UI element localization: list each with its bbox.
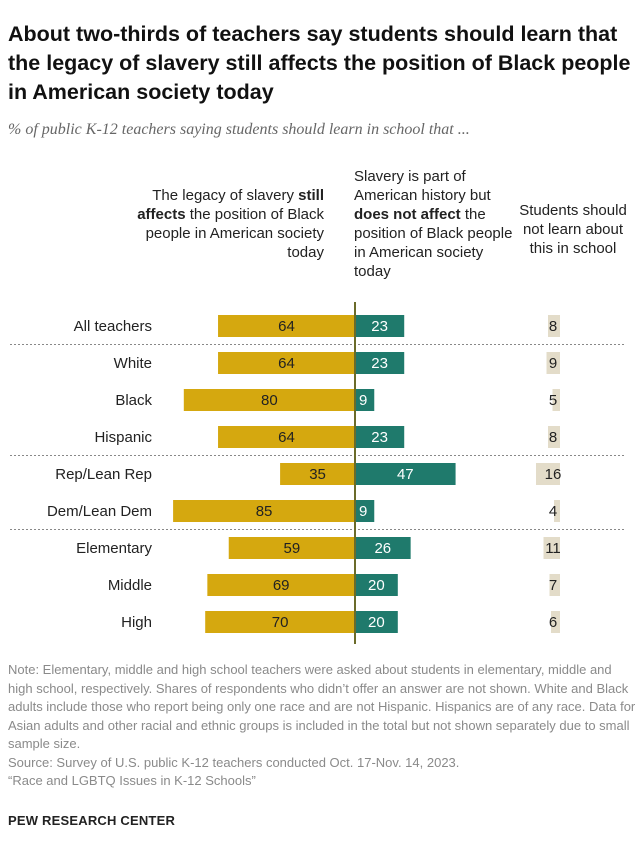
brand-logo-text: PEW RESEARCH CENTER — [8, 813, 176, 828]
bar-should-not-learn — [552, 389, 560, 411]
bar-does-not-affect — [355, 463, 456, 485]
value-label-does-not-affect: 23 — [371, 355, 388, 372]
category-label: Hispanic — [94, 429, 152, 446]
value-label-should-not-learn: 9 — [549, 355, 557, 372]
value-label-should-not-learn: 7 — [549, 577, 557, 594]
bar-still-affects — [173, 500, 355, 522]
legend-header-does-not-affect: Slavery is part of American history but … — [354, 167, 524, 281]
report-title: “Race and LGBTQ Issues in K-12 Schools” — [8, 773, 256, 788]
bar-should-not-learn — [548, 315, 560, 337]
value-label-does-not-affect: 26 — [374, 540, 391, 557]
category-label: Black — [115, 392, 152, 409]
category-label: Elementary — [76, 540, 152, 557]
legend-header-should-not-learn: Students should not learn about this in … — [519, 202, 627, 257]
category-label: Middle — [108, 577, 152, 594]
bar-does-not-affect — [355, 574, 398, 596]
value-label-should-not-learn: 6 — [549, 614, 557, 631]
value-label-should-not-learn: 5 — [549, 392, 557, 409]
bar-does-not-affect — [355, 352, 405, 374]
category-label: Rep/Lean Rep — [55, 466, 152, 483]
value-label-does-not-affect: 23 — [371, 318, 388, 335]
value-label-still-affects: 64 — [278, 429, 295, 446]
bar-should-not-learn — [543, 537, 560, 559]
value-label-still-affects: 69 — [273, 577, 290, 594]
value-label-does-not-affect: 9 — [359, 503, 367, 520]
bar-should-not-learn — [554, 500, 560, 522]
legend-header-bold: still affects — [137, 187, 324, 223]
bar-does-not-affect — [355, 611, 398, 633]
value-label-still-affects: 85 — [256, 503, 273, 520]
value-label-does-not-affect: 23 — [371, 429, 388, 446]
bar-still-affects — [280, 463, 355, 485]
legend-header-text: the position of Black people in American… — [145, 206, 324, 261]
bar-should-not-learn — [551, 611, 560, 633]
chart-title: About two-thirds of teachers say student… — [8, 22, 631, 104]
legend-header-text: Slavery is part of American history but — [354, 168, 491, 204]
value-label-does-not-affect: 9 — [359, 392, 367, 409]
value-label-does-not-affect: 20 — [368, 577, 385, 594]
source-text: Source: Survey of U.S. public K-12 teach… — [8, 754, 460, 770]
legend-header-still-affects: The legacy of slavery still affects the … — [120, 186, 324, 262]
bar-still-affects — [183, 389, 355, 411]
bar-should-not-learn — [536, 463, 560, 485]
bar-does-not-affect — [355, 389, 375, 411]
bar-does-not-affect — [355, 426, 405, 448]
bar-does-not-affect — [355, 315, 405, 337]
note-text: Note: Elementary, middle and high school… — [8, 662, 636, 751]
value-label-does-not-affect: 47 — [397, 466, 414, 483]
legend-header-text: The legacy of slavery — [152, 187, 294, 204]
bar-does-not-affect — [355, 537, 411, 559]
value-label-still-affects: 70 — [272, 614, 289, 631]
category-label: High — [121, 614, 152, 631]
bar-still-affects — [228, 537, 355, 559]
bar-should-not-learn — [548, 426, 560, 448]
footnotes: Note: Elementary, middle and high school… — [8, 661, 636, 791]
value-label-should-not-learn: 8 — [549, 318, 557, 335]
bar-still-affects — [218, 426, 355, 448]
value-label-still-affects: 64 — [278, 355, 295, 372]
value-label-should-not-learn: 8 — [549, 429, 557, 446]
chart-subtitle: % of public K-12 teachers saying student… — [8, 121, 470, 138]
value-label-should-not-learn: 4 — [549, 503, 557, 520]
value-label-still-affects: 64 — [278, 318, 295, 335]
category-label: White — [114, 355, 152, 372]
value-label-does-not-affect: 20 — [368, 614, 385, 631]
bar-does-not-affect — [355, 500, 375, 522]
category-label: All teachers — [74, 318, 152, 335]
bar-still-affects — [205, 611, 355, 633]
category-label: Dem/Lean Dem — [47, 503, 152, 520]
value-label-should-not-learn: 11 — [545, 540, 561, 557]
value-label-still-affects: 35 — [309, 466, 326, 483]
bar-should-not-learn — [546, 352, 560, 374]
bar-still-affects — [218, 315, 355, 337]
legend-header-text: the position of Black people in American… — [354, 206, 513, 280]
bar-should-not-learn — [549, 574, 560, 596]
value-label-still-affects: 59 — [284, 540, 301, 557]
bar-still-affects — [207, 574, 355, 596]
legend-header-bold: does not affect — [354, 206, 461, 223]
value-label-still-affects: 80 — [261, 392, 278, 409]
bar-still-affects — [218, 352, 355, 374]
value-label-should-not-learn: 16 — [545, 466, 562, 483]
